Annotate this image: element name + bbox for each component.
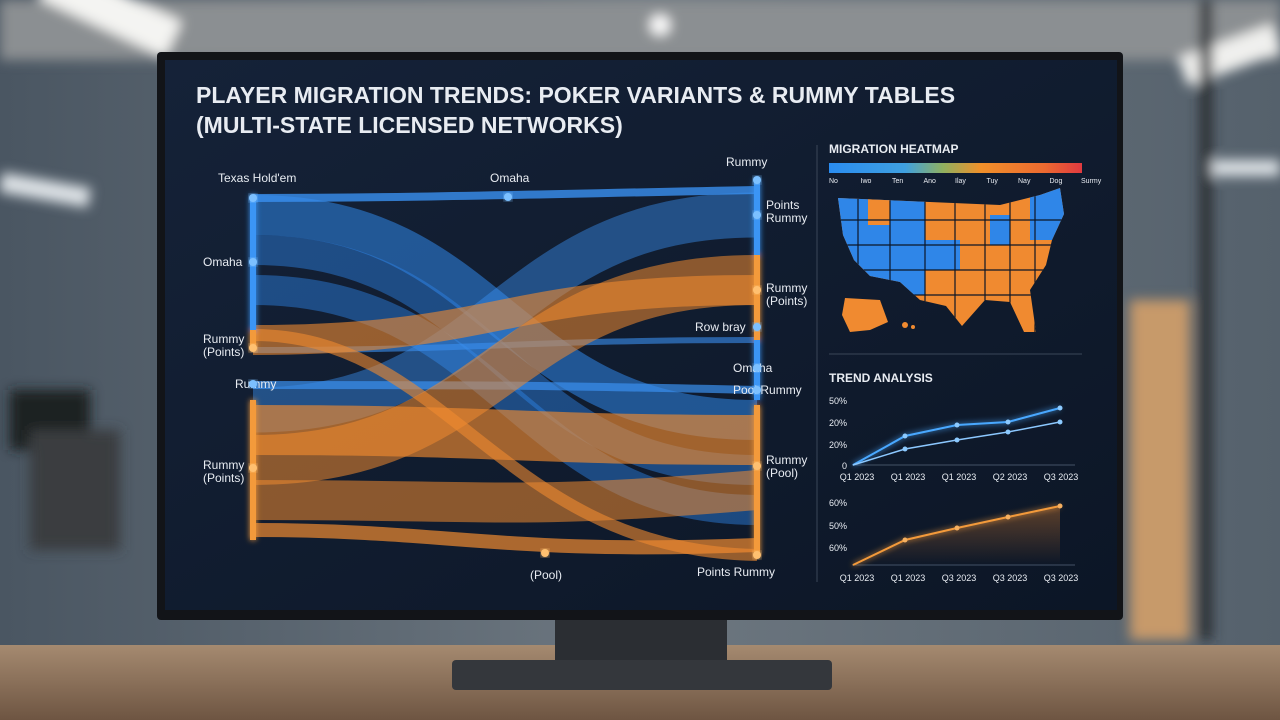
title: (MULTI-STATE LICENSED NETWORKS) — [196, 112, 623, 138]
sankey-flows — [252, 186, 759, 561]
node-label: Omaha — [203, 255, 243, 269]
x-axis-label: Q3 2023 — [1044, 573, 1079, 583]
node-dot — [753, 323, 761, 331]
legend-label: Ten — [892, 178, 903, 185]
legend-label: Surmy — [1081, 178, 1102, 185]
node-dot — [753, 176, 761, 184]
hawaii — [902, 322, 908, 328]
x-axis-label: Q3 2023 — [942, 573, 977, 583]
alaska — [842, 298, 888, 332]
trend-chart — [852, 405, 1075, 466]
hawaii — [911, 325, 915, 329]
node-label: Rummy — [766, 211, 807, 225]
heatmap-scale — [829, 163, 1082, 173]
x-axis-label: Q1 2023 — [891, 472, 926, 482]
node-dot — [504, 193, 512, 201]
node-label: (Points) — [766, 294, 807, 308]
node-label: (Pool) — [530, 568, 562, 582]
heatmap-title: MIGRATION HEATMAP — [829, 142, 959, 156]
legend-label: Tuy — [987, 178, 999, 185]
x-axis-label: Q3 2023 — [1044, 472, 1079, 482]
node-label: (Points) — [203, 345, 244, 359]
node-dot — [753, 286, 761, 294]
node-dot — [249, 258, 257, 266]
monitor-neck — [555, 615, 727, 665]
dashboard: MIGRATION HEATMAP TREND ANALYSIS — [250, 142, 1082, 582]
node-dot — [753, 462, 761, 470]
legend-label: Ilay — [955, 178, 966, 185]
x-axis-label: Q1 2023 — [840, 472, 875, 482]
y-axis-label: 50% — [829, 396, 847, 406]
y-axis-label: 60% — [829, 498, 847, 508]
monitor-base — [452, 660, 832, 690]
node-dot — [541, 549, 549, 557]
legend-label: Iwo — [861, 178, 872, 185]
node-dot — [249, 344, 257, 352]
node-label: Rummy — [766, 281, 807, 295]
y-axis-label: 0 — [842, 461, 847, 471]
node-label: Points Rummy — [697, 565, 775, 579]
trend-chart — [852, 503, 1075, 566]
legend-label: No — [829, 178, 838, 185]
node-label: Omaha — [490, 171, 530, 185]
node-dot — [249, 380, 257, 388]
x-axis-label: Q3 2023 — [993, 573, 1028, 583]
node-label: Rummy — [726, 155, 767, 169]
y-axis-label: 20% — [829, 440, 847, 450]
y-axis-label: 20% — [829, 418, 847, 428]
node-label: (Pool) — [766, 466, 798, 480]
legend-label: Ano — [924, 178, 937, 185]
x-axis-label: Q1 2023 — [891, 573, 926, 583]
node-label: Texas Hold'em — [218, 171, 296, 185]
legend-label: Nay — [1018, 178, 1031, 185]
trend-title: TREND ANALYSIS — [829, 371, 933, 385]
node-dot — [753, 364, 761, 372]
node-dot — [249, 464, 257, 472]
node-label: Omaha — [733, 361, 773, 375]
node-label: Rummy — [203, 332, 244, 346]
node-dot — [249, 194, 257, 202]
node-label: Row bray — [695, 320, 746, 334]
node-dot — [753, 551, 761, 559]
node-label: Rummy — [766, 453, 807, 467]
x-axis-label: Q1 2023 — [840, 573, 875, 583]
node-dot — [753, 386, 761, 394]
y-axis-label: 50% — [829, 521, 847, 531]
y-axis-label: 60% — [829, 543, 847, 553]
title: PLAYER MIGRATION TRENDS: POKER VARIANTS … — [196, 82, 955, 108]
node-label: Rummy — [203, 458, 244, 472]
legend-label: Dog — [1050, 178, 1063, 185]
node-label: Pool Rummy — [733, 383, 802, 397]
node-label: Points — [766, 198, 799, 212]
x-axis-label: Q2 2023 — [993, 472, 1028, 482]
x-axis-label: Q1 2023 — [942, 472, 977, 482]
node-dot — [753, 211, 761, 219]
node-label: (Points) — [203, 471, 244, 485]
room-blur — [0, 0, 1280, 640]
